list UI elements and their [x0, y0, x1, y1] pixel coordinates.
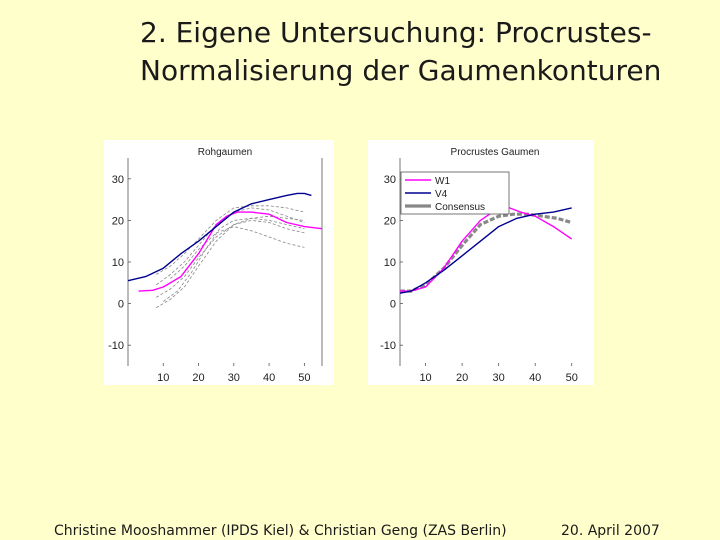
rohgaumen-ytick-label: 20 [112, 215, 124, 227]
rohgaumen-series-line-1 [127, 192, 312, 282]
procrustes-title: Procrustes Gaumen [451, 147, 540, 158]
rohgaumen-xtick-label: 10 [157, 372, 169, 384]
rohgaumen-series-line-3 [155, 207, 305, 286]
procrustes-series-v4 [399, 207, 572, 294]
rohgaumen-series-line-2 [155, 220, 305, 309]
slide-title-line1: 2. Eigene Untersuchung: Procrustes- [140, 16, 652, 49]
slide-title: 2. Eigene Untersuchung: Procrustes- Norm… [140, 14, 700, 90]
rohgaumen-xtick-label: 20 [192, 372, 204, 384]
procrustes-xtick-label: 50 [566, 372, 578, 384]
procrustes-series-consensus [400, 212, 573, 293]
rohgaumen-xtick-label: 40 [263, 372, 275, 384]
rohgaumen-ytick-label: 30 [112, 174, 124, 186]
procrustes-ytick-label: 0 [390, 299, 396, 311]
procrustes-xtick-label: 20 [456, 372, 468, 384]
procrustes-legend-label-v4: V4 [435, 189, 448, 200]
rohgaumen-series-line-6 [163, 217, 305, 302]
rohgaumen-xtick-label: 30 [228, 372, 240, 384]
procrustes-xtick-label: 30 [493, 372, 505, 384]
rohgaumen-series-line-0 [138, 211, 323, 292]
procrustes-legend-label-w1: W1 [435, 176, 450, 187]
procrustes-ytick-label: 20 [384, 215, 396, 227]
rohgaumen-chart: Rohgaumen 30 20 10 0 -10 10 20 30 40 50 [104, 140, 334, 385]
footer-author: Christine Mooshammer (IPDS Kiel) & Chris… [54, 523, 507, 539]
rohgaumen-series-line-7 [170, 226, 305, 279]
rohgaumen-ytick-label: 10 [112, 257, 124, 269]
procrustes-legend-label-consensus: Consensus [435, 202, 485, 213]
rohgaumen-chart-svg: Rohgaumen 30 20 10 0 -10 10 20 30 40 50 [108, 147, 323, 384]
rohgaumen-series-line-5 [155, 205, 305, 275]
rohgaumen-ytick-label: 0 [118, 299, 124, 311]
procrustes-ytick-label: 30 [384, 174, 396, 186]
procrustes-ytick-label: 10 [384, 257, 396, 269]
procrustes-chart-svg: Procrustes Gaumen 30 20 10 0 -10 10 20 30 40 50 W1 V… [380, 147, 578, 384]
procrustes-xtick-label: 10 [419, 372, 431, 384]
rohgaumen-series-line-4 [155, 215, 305, 298]
rohgaumen-xtick-label: 50 [298, 372, 310, 384]
rohgaumen-title: Rohgaumen [198, 147, 252, 158]
rohgaumen-ytick-label: -10 [108, 340, 124, 352]
slide-title-line2: Normalisierung der Gaumenkonturen [140, 54, 662, 87]
procrustes-ytick-label: -10 [380, 340, 396, 352]
procrustes-chart: Procrustes Gaumen 30 20 10 0 -10 10 20 30 40 50 W1 V… [368, 140, 594, 385]
footer-date: 20. April 2007 [561, 523, 660, 539]
procrustes-xtick-label: 40 [529, 372, 541, 384]
